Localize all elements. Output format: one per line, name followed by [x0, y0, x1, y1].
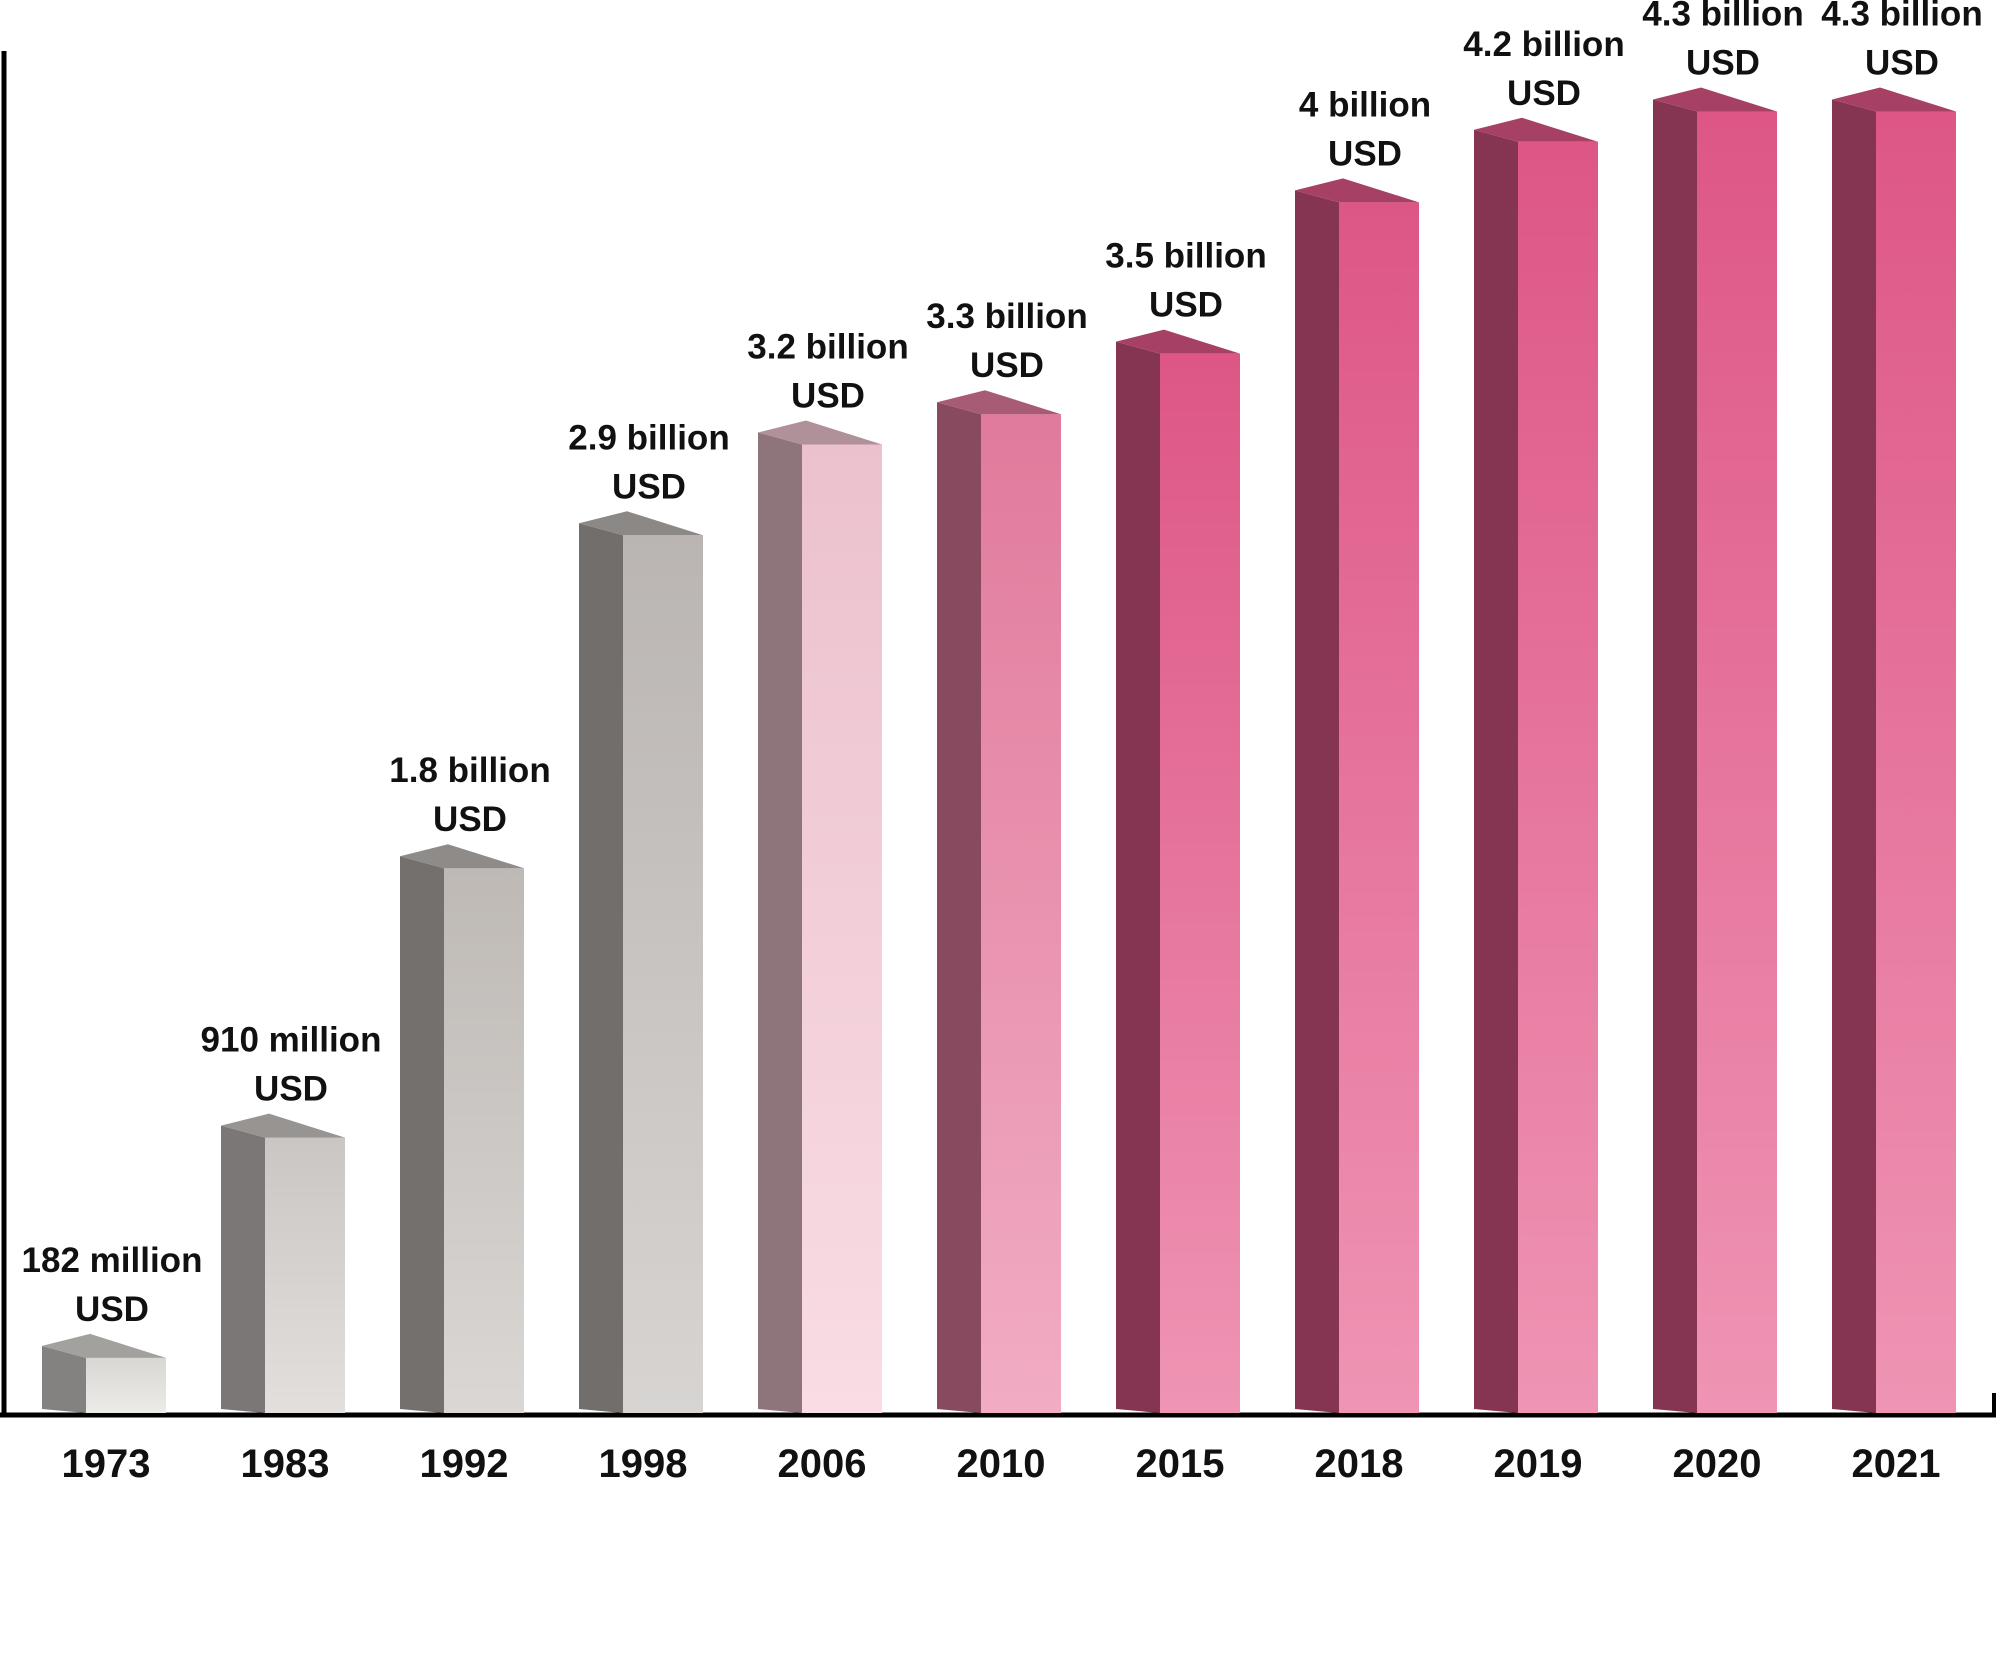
- bar-top: [1474, 117, 1598, 142]
- bar-side: [221, 1125, 265, 1413]
- value-label: 3.2 billion USD: [747, 327, 908, 415]
- value-label-line: USD: [1686, 44, 1760, 83]
- bar-front: [1697, 111, 1777, 1414]
- value-label-line: 910 million: [201, 1021, 382, 1060]
- bar-front: [981, 414, 1061, 1413]
- value-label: 4.3 billion USD: [1821, 0, 1982, 83]
- x-tick-label: 2018: [1315, 1442, 1404, 1486]
- bar-side: [1116, 341, 1160, 1414]
- value-label: 182 million USD: [22, 1241, 203, 1329]
- bar: [1474, 117, 1598, 1413]
- value-label-line: 2.9 billion: [568, 418, 729, 457]
- value-label: 4.2 billion USD: [1463, 25, 1624, 113]
- bar-side: [937, 402, 981, 1413]
- value-label-line: USD: [1328, 134, 1402, 173]
- value-label-line: 4.3 billion: [1821, 0, 1982, 34]
- bar-front: [802, 444, 882, 1413]
- x-tick-label: 2020: [1673, 1442, 1762, 1486]
- value-label-line: USD: [254, 1070, 328, 1109]
- bar-side: [758, 432, 802, 1413]
- value-label: 2.9 billion USD: [568, 418, 729, 506]
- bar-front: [265, 1137, 345, 1413]
- bar: [937, 390, 1061, 1413]
- bar: [1116, 329, 1240, 1414]
- bar: [42, 1333, 166, 1413]
- value-label: 3.5 billion USD: [1105, 237, 1266, 325]
- bar: [221, 1113, 345, 1413]
- x-tick-label: 2006: [778, 1442, 867, 1486]
- bar-side: [1474, 129, 1518, 1413]
- x-tick-label: 2015: [1136, 1442, 1225, 1486]
- x-tick-label: 1992: [420, 1442, 509, 1486]
- value-label-line: USD: [612, 467, 686, 506]
- x-tick-label: 2010: [957, 1442, 1046, 1486]
- bar-side: [1295, 190, 1339, 1413]
- bar-side: [42, 1345, 86, 1413]
- value-label-line: 4.2 billion: [1463, 25, 1624, 64]
- bar: [579, 511, 703, 1413]
- x-tick-label: 2021: [1852, 1442, 1941, 1486]
- bar: [758, 420, 882, 1413]
- value-label: 910 million USD: [201, 1021, 382, 1109]
- bar-front: [1339, 202, 1419, 1413]
- bar-front: [1160, 353, 1240, 1414]
- value-label-line: USD: [970, 346, 1044, 385]
- bar-side: [1653, 99, 1697, 1414]
- value-label-line: 1.8 billion: [389, 751, 550, 790]
- bar-side: [1832, 99, 1876, 1414]
- value-label-line: 4.3 billion: [1642, 0, 1803, 34]
- x-tick-label: 1973: [62, 1442, 151, 1486]
- bar-top: [937, 390, 1061, 415]
- value-label-line: USD: [1507, 74, 1581, 113]
- x-tick-label: 1983: [241, 1442, 330, 1486]
- bar-top: [42, 1333, 166, 1358]
- bar: [1295, 178, 1419, 1413]
- value-label-line: 3.5 billion: [1105, 237, 1266, 276]
- value-label-line: 4 billion: [1299, 85, 1431, 124]
- bar-top: [1295, 178, 1419, 203]
- value-label-line: 182 million: [22, 1241, 203, 1280]
- x-tick-label: 1998: [599, 1442, 688, 1486]
- value-label-line: 3.2 billion: [747, 327, 908, 366]
- bar-top: [1653, 87, 1777, 112]
- value-label-line: USD: [75, 1290, 149, 1329]
- value-label-line: USD: [1865, 44, 1939, 83]
- bar-side: [579, 523, 623, 1413]
- bar: [1653, 87, 1777, 1414]
- value-label: 1.8 billion USD: [389, 751, 550, 839]
- bar: [1832, 87, 1956, 1414]
- value-label-line: USD: [791, 376, 865, 415]
- bar-front: [86, 1357, 166, 1413]
- value-label: 4 billion USD: [1299, 85, 1431, 173]
- value-label: 4.3 billion USD: [1642, 0, 1803, 83]
- bar-front: [1876, 111, 1956, 1414]
- bar-top: [221, 1113, 345, 1138]
- value-label-line: USD: [433, 800, 507, 839]
- bar-front: [444, 868, 524, 1413]
- bar-front: [1518, 141, 1598, 1413]
- value-label-line: USD: [1149, 286, 1223, 325]
- bar: [400, 844, 524, 1413]
- bar-top: [1832, 87, 1956, 112]
- value-label-line: 3.3 billion: [926, 297, 1087, 336]
- bar-top: [400, 844, 524, 869]
- bar-front: [623, 535, 703, 1413]
- bar-top: [579, 511, 703, 536]
- value-label: 3.3 billion USD: [926, 297, 1087, 385]
- x-tick-label: 2019: [1494, 1442, 1583, 1486]
- bar-top: [758, 420, 882, 445]
- bar-side: [400, 856, 444, 1413]
- bar-top: [1116, 329, 1240, 354]
